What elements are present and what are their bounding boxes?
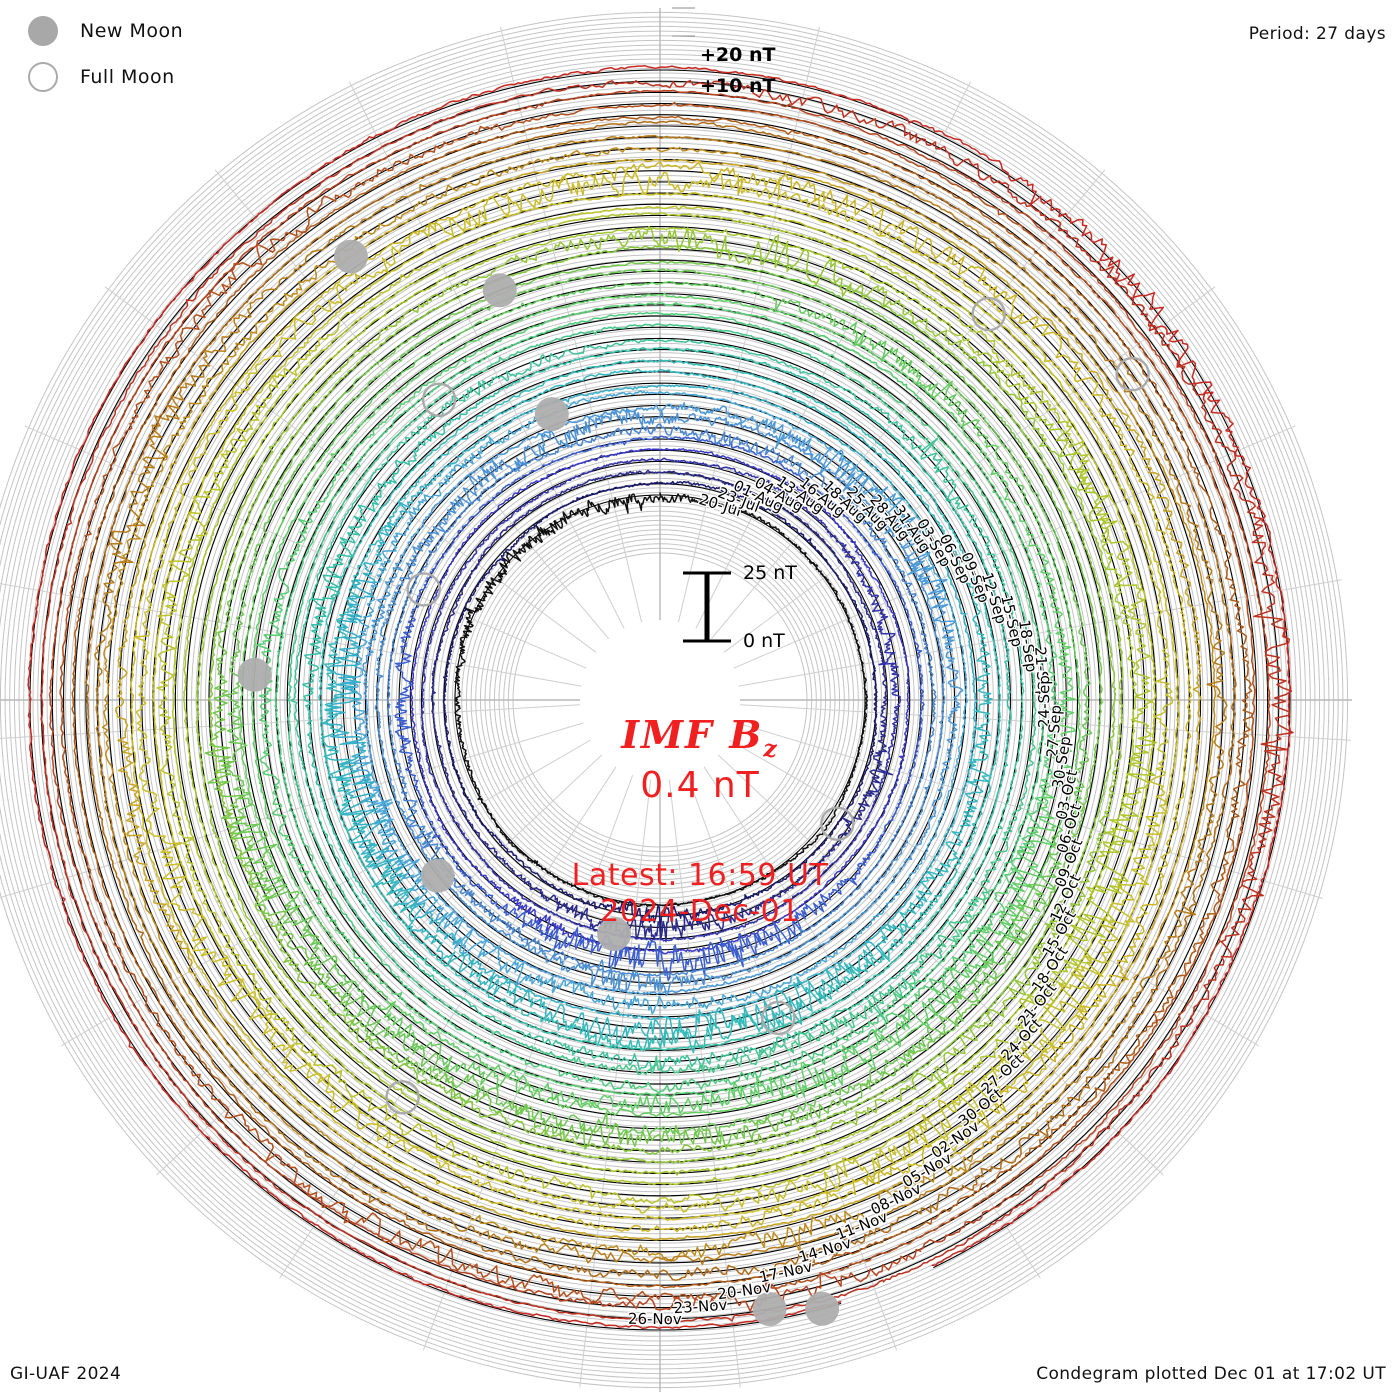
- scale-bar-glyph: [683, 571, 731, 643]
- track-date-label: 24-Sep: [1035, 675, 1053, 728]
- moon-legend: New Moon Full Moon: [22, 8, 282, 100]
- credit-label: GI-UAF 2024: [10, 1364, 122, 1384]
- data-traces: [27, 65, 1294, 1330]
- scale-bar-top-label: 25 nT: [743, 562, 797, 584]
- track-date-label: 26-Nov: [628, 1310, 682, 1328]
- radial-axis-label-20nt: +20 nT: [700, 44, 776, 66]
- radial-axis-label-10nt: +10 nT: [700, 75, 776, 97]
- moon-full-icon: [28, 62, 58, 92]
- legend-label-new-moon: New Moon: [80, 20, 184, 42]
- legend-item-new-moon: New Moon: [22, 8, 282, 54]
- moon-markers: [237, 239, 1150, 1326]
- legend-item-full-moon: Full Moon: [22, 54, 282, 100]
- scale-bar: 25 nT 0 nT: [675, 562, 797, 669]
- period-label: Period: 27 days: [1248, 24, 1386, 44]
- scale-bar-bottom-label: 0 nT: [743, 630, 785, 652]
- legend-label-full-moon: Full Moon: [80, 66, 175, 88]
- moon-new-icon: [28, 16, 58, 46]
- plotted-label: Condegram plotted Dec 01 at 17:02 UT: [1036, 1364, 1386, 1384]
